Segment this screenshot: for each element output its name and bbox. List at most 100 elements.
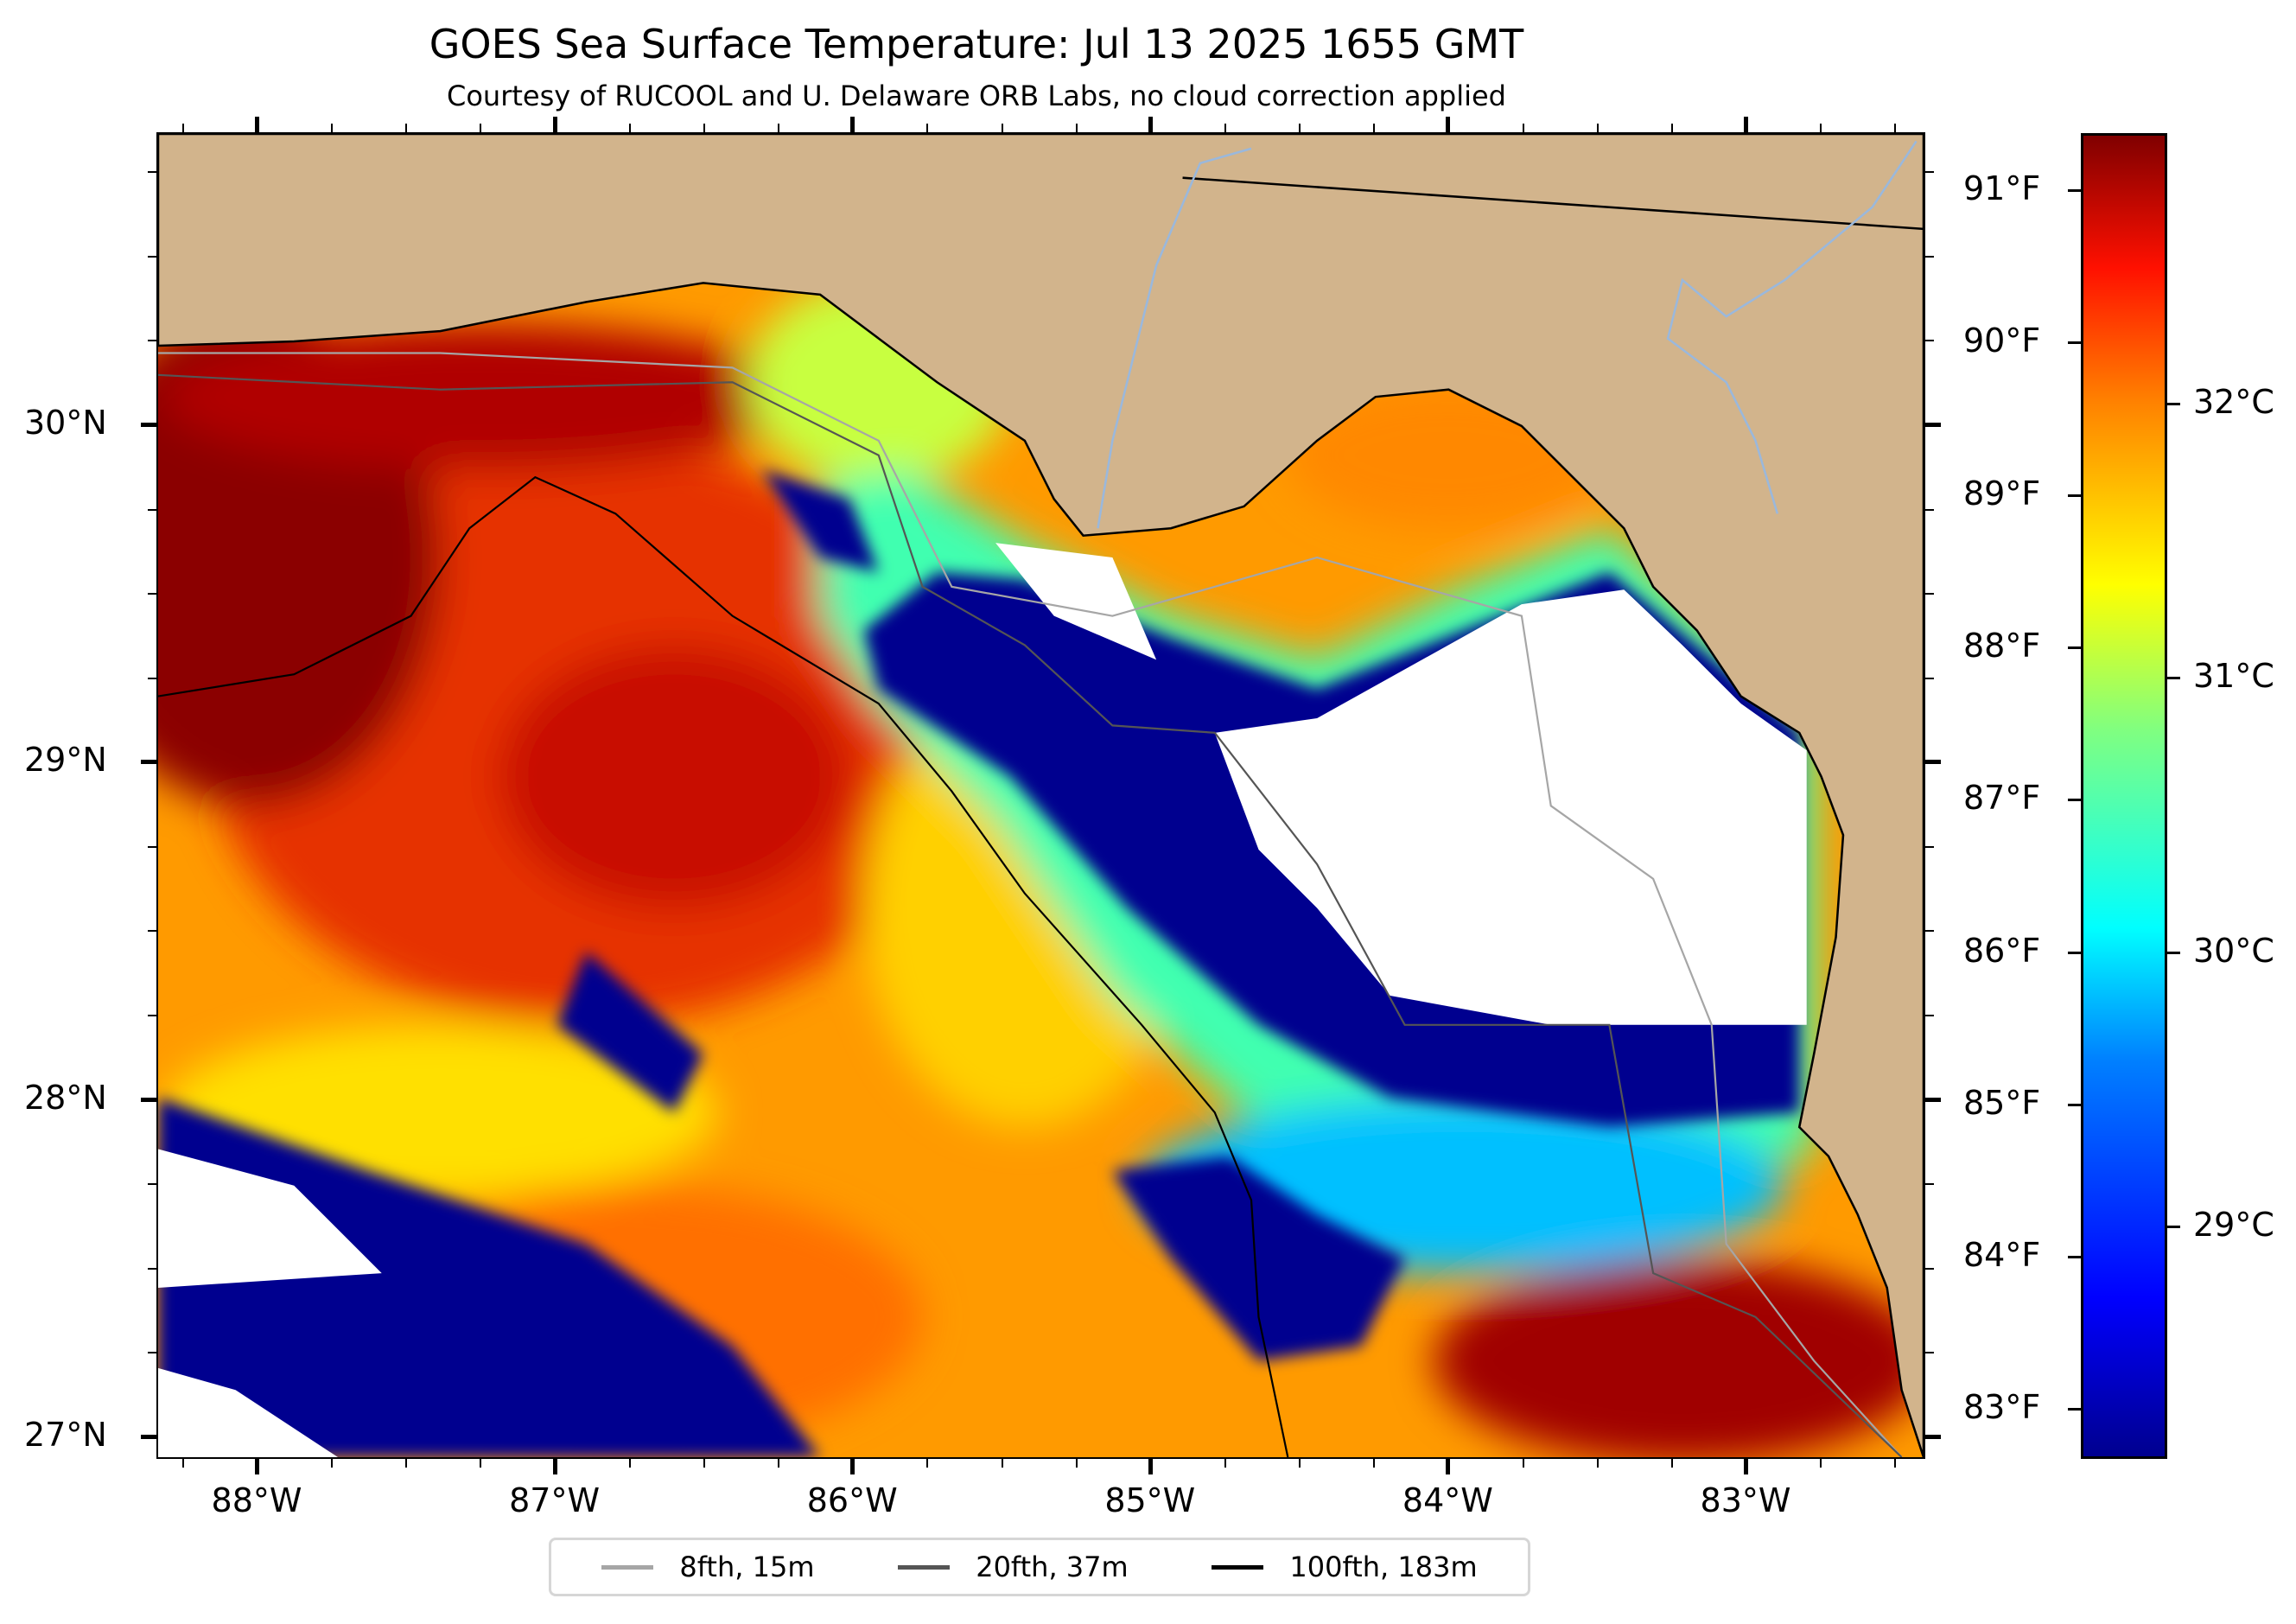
y-tick-label: 28°N (24, 1078, 107, 1117)
y-tick-label: 30°N (24, 404, 107, 442)
sst-map-svg (158, 134, 1924, 1457)
y-minor-tick (1925, 508, 1934, 511)
colorbar-f-label: 87°F (1963, 779, 2041, 818)
y-tick (141, 423, 156, 427)
x-minor-tick (1670, 1459, 1673, 1468)
x-minor-tick (778, 1459, 780, 1468)
x-tick-top (255, 117, 259, 132)
x-minor-tick (1001, 124, 1003, 132)
x-minor-tick (1820, 124, 1822, 132)
y-minor-tick (1925, 845, 1934, 848)
x-minor-tick (1894, 1459, 1897, 1468)
y-minor-tick (1925, 1352, 1934, 1354)
legend-label: 20fth, 37m (976, 1551, 1129, 1583)
y-tick-label: 27°N (24, 1415, 107, 1454)
x-minor-tick (480, 1459, 482, 1468)
legend-swatch (898, 1564, 951, 1570)
y-tick-right (1925, 760, 1941, 765)
colorbar-c-tick (2167, 677, 2180, 680)
chart-title: GOES Sea Surface Temperature: Jul 13 202… (429, 21, 1524, 67)
contour-100fth (158, 475, 1289, 1457)
x-minor-tick (1224, 1459, 1226, 1468)
colorbar-c-tick (2167, 402, 2180, 405)
colorbar-f-label: 88°F (1963, 626, 2041, 665)
x-minor-tick (1522, 1459, 1524, 1468)
colorbar-f-tick (2068, 1256, 2081, 1259)
x-minor-tick (181, 124, 184, 132)
x-tick-top (1446, 117, 1451, 132)
legend-item-100fth: 100fth, 183m (1212, 1551, 1478, 1583)
legend-item-8fth: 8fth, 15m (601, 1551, 814, 1583)
x-tick-label: 88°W (211, 1481, 302, 1519)
x-tick-label: 87°W (509, 1481, 601, 1519)
y-minor-tick (148, 593, 156, 595)
x-minor-tick (628, 1459, 631, 1468)
x-tick-label: 86°W (806, 1481, 898, 1519)
y-tick-label: 29°N (24, 741, 107, 780)
contour-20fth (158, 373, 1903, 1457)
colorbar-f-tick (2068, 799, 2081, 802)
colorbar-c-tick (2167, 951, 2180, 954)
colorbar-f-label: 91°F (1963, 169, 2041, 207)
x-minor-tick (703, 1459, 705, 1468)
contour-8fth (158, 352, 1903, 1457)
legend-swatch (1212, 1564, 1264, 1570)
colorbar-f-label: 83°F (1963, 1388, 2041, 1427)
y-tick (141, 1434, 156, 1439)
y-tick-right (1925, 1434, 1941, 1439)
sst-map (156, 132, 1925, 1459)
y-minor-tick (148, 1015, 156, 1017)
legend-label: 100fth, 183m (1289, 1551, 1478, 1583)
x-minor-tick (1894, 124, 1897, 132)
x-tick-top (1148, 117, 1153, 132)
x-tick-label: 83°W (1700, 1481, 1791, 1519)
river (1666, 140, 1918, 514)
x-minor-tick (1820, 1459, 1822, 1468)
x-tick-top (850, 117, 855, 132)
x-tick-label: 84°W (1402, 1481, 1493, 1519)
y-minor-tick (148, 171, 156, 174)
colorbar-c-label: 30°C (2193, 931, 2274, 970)
x-minor-tick (1001, 1459, 1003, 1468)
colorbar-f-label: 84°F (1963, 1236, 2041, 1275)
legend-label: 8fth, 15m (679, 1551, 815, 1583)
colorbar-f-label: 86°F (1963, 931, 2041, 970)
colorbar-c-label: 32°C (2193, 382, 2274, 421)
x-tick (1446, 1459, 1451, 1474)
x-minor-tick (480, 124, 482, 132)
y-minor-tick (148, 1183, 156, 1186)
legend-item-20fth: 20fth, 37m (898, 1551, 1129, 1583)
x-minor-tick (1373, 124, 1376, 132)
y-minor-tick (148, 255, 156, 258)
x-tick-label: 85°W (1104, 1481, 1196, 1519)
x-minor-tick (1075, 1459, 1078, 1468)
colorbar-f-tick (2068, 646, 2081, 649)
x-tick (850, 1459, 855, 1474)
y-tick-right (1925, 1097, 1941, 1102)
x-tick-top (552, 117, 557, 132)
x-minor-tick (926, 1459, 929, 1468)
y-minor-tick (1925, 1015, 1934, 1017)
y-minor-tick (1925, 1183, 1934, 1186)
x-minor-tick (1299, 1459, 1301, 1468)
colorbar-c-label: 31°C (2193, 657, 2274, 696)
y-tick-right (1925, 423, 1941, 427)
legend-swatch (601, 1564, 654, 1570)
colorbar (2081, 133, 2167, 1459)
x-minor-tick (1596, 1459, 1599, 1468)
colorbar-f-tick (2068, 1408, 2081, 1411)
x-minor-tick (1373, 1459, 1376, 1468)
x-minor-tick (1224, 124, 1226, 132)
y-tick (141, 1097, 156, 1102)
y-minor-tick (148, 930, 156, 933)
chart-subtitle: Courtesy of RUCOOL and U. Delaware ORB L… (447, 80, 1506, 112)
colorbar-f-tick (2068, 189, 2081, 192)
x-minor-tick (628, 124, 631, 132)
x-tick (1148, 1459, 1153, 1474)
legend: 8fth, 15m 20fth, 37m 100fth, 183m (549, 1538, 1530, 1596)
y-minor-tick (1925, 1267, 1934, 1270)
y-minor-tick (1925, 930, 1934, 933)
x-minor-tick (1522, 124, 1524, 132)
colorbar-f-label: 90°F (1963, 322, 2041, 360)
y-minor-tick (148, 1352, 156, 1354)
